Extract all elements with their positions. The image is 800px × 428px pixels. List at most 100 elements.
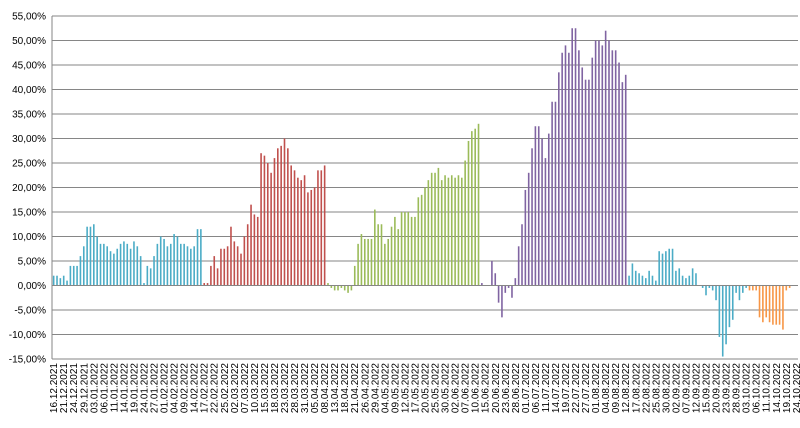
y-tick-label: -15,00% xyxy=(9,355,46,366)
bar xyxy=(598,40,600,286)
bar xyxy=(313,187,316,286)
bar xyxy=(641,275,644,286)
x-tick-label: 22.07.2022 xyxy=(571,363,582,413)
x-tick-label: 04.05.2022 xyxy=(380,363,391,413)
bar xyxy=(220,248,222,286)
x-tick-label: 23.09.2022 xyxy=(722,363,733,413)
bar xyxy=(618,62,620,286)
x-tick-label: 03.01.2022 xyxy=(89,363,100,413)
x-tick-label: 15.06.2022 xyxy=(481,363,492,413)
bar xyxy=(748,285,751,291)
bar xyxy=(594,40,597,286)
bar xyxy=(527,172,530,286)
bar xyxy=(390,226,393,286)
bar xyxy=(109,251,112,286)
bar xyxy=(297,177,299,286)
bar xyxy=(143,283,145,286)
bar xyxy=(574,28,577,286)
x-tick-label: 28.06.2022 xyxy=(511,363,522,413)
bar xyxy=(658,251,660,286)
y-tick-label: 25,00% xyxy=(12,159,46,170)
x-tick-label: 27.07.2022 xyxy=(581,363,592,413)
bar xyxy=(183,243,185,286)
x-tick-label: 20.05.2022 xyxy=(421,363,432,413)
bar xyxy=(614,50,617,286)
bar xyxy=(400,212,403,286)
x-tick-label: 10.06.2022 xyxy=(471,363,482,413)
bar xyxy=(52,275,55,286)
bar xyxy=(671,248,674,286)
bar xyxy=(591,57,594,286)
bar xyxy=(731,285,734,320)
bar xyxy=(444,175,446,286)
bar xyxy=(62,275,65,286)
x-tick-label: 12.08.2022 xyxy=(621,363,632,413)
bar xyxy=(123,241,125,286)
bar xyxy=(534,126,537,286)
bar xyxy=(273,158,276,286)
bar xyxy=(681,275,684,286)
x-tick-label: 04.02.2022 xyxy=(170,363,181,413)
bar xyxy=(243,236,246,286)
x-tick-label: 30.05.2022 xyxy=(441,363,452,413)
bar xyxy=(340,285,343,288)
bar xyxy=(343,285,346,291)
bar xyxy=(417,197,420,286)
bar xyxy=(126,243,129,286)
x-tick-label: 17.05.2022 xyxy=(410,363,421,413)
bar xyxy=(477,123,480,286)
bar xyxy=(353,265,356,286)
bar xyxy=(752,285,754,291)
bar xyxy=(96,236,98,286)
bar xyxy=(507,285,510,288)
bar xyxy=(558,72,560,286)
x-tick-label: 21.04.2022 xyxy=(350,363,361,413)
x-tick-label: 25.08.2022 xyxy=(651,363,662,413)
bar xyxy=(738,285,741,301)
bar xyxy=(427,180,430,286)
bar xyxy=(778,285,781,325)
bar xyxy=(437,167,440,286)
y-tick-label: 50,00% xyxy=(12,36,46,47)
x-tick-label: 27.01.2022 xyxy=(150,363,161,413)
bar xyxy=(634,270,637,286)
bar xyxy=(86,226,88,286)
x-tick-label: 07.09.2022 xyxy=(681,363,692,413)
x-tick-label: 26.04.2022 xyxy=(360,363,371,413)
x-tick-label: 17.08.2022 xyxy=(631,363,642,413)
bar xyxy=(554,101,557,286)
x-tick-label: 15.03.2022 xyxy=(260,363,271,413)
x-tick-label: 25.05.2022 xyxy=(431,363,442,413)
bar xyxy=(387,238,390,286)
x-tick-label: 09.05.2022 xyxy=(390,363,401,413)
bar xyxy=(521,224,523,286)
bar xyxy=(551,101,553,286)
x-tick-label: 20.09.2022 xyxy=(712,363,723,413)
bar xyxy=(179,243,182,286)
x-tick-label: 28.03.2022 xyxy=(290,363,301,413)
bar xyxy=(193,246,195,286)
bar xyxy=(430,172,433,286)
bar xyxy=(253,214,256,286)
bar xyxy=(735,285,737,293)
x-tick-label: 08.04.2022 xyxy=(320,363,331,413)
x-tick-label: 20.06.2022 xyxy=(491,363,502,413)
bar xyxy=(79,256,82,286)
bar xyxy=(233,241,236,286)
bar xyxy=(380,224,383,286)
bar xyxy=(511,285,513,298)
bar xyxy=(661,253,664,286)
bar xyxy=(691,268,694,286)
bar xyxy=(721,285,724,357)
bar xyxy=(330,285,333,288)
bar xyxy=(665,251,667,286)
y-tick-label: 30,00% xyxy=(12,134,46,145)
bar xyxy=(66,280,68,286)
bar xyxy=(169,243,172,286)
x-tick-label: 18.04.2022 xyxy=(340,363,351,413)
bar xyxy=(166,246,169,286)
bar xyxy=(139,256,142,286)
bar xyxy=(581,67,584,286)
bar xyxy=(460,177,463,286)
